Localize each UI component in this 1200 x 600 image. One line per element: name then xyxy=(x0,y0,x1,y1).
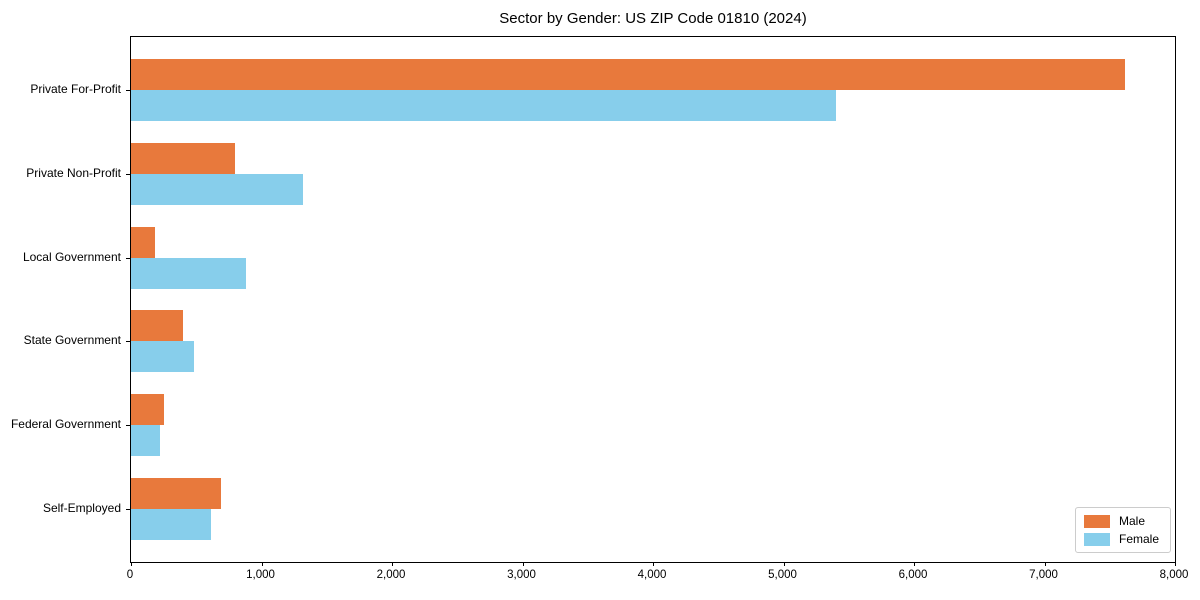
y-tick-federal-government xyxy=(126,425,130,427)
legend: Male Female xyxy=(1074,507,1171,553)
chart-title: Sector by Gender: US ZIP Code 01810 (202… xyxy=(499,10,807,27)
ytick-label-federal-government: Federal Government xyxy=(10,417,121,432)
legend-row-female: Female xyxy=(1083,532,1159,546)
bar-female-state-government xyxy=(131,341,194,373)
y-tick-state-government xyxy=(126,341,130,343)
xtick-label-5000: 5,000 xyxy=(768,569,797,581)
xtick-label-4000: 4,000 xyxy=(637,569,667,581)
x-tick-4000 xyxy=(653,562,654,566)
bar-male-state-government xyxy=(131,310,184,342)
x-tick-1000 xyxy=(261,562,263,566)
legend-swatch-male xyxy=(1083,514,1110,528)
bar-female-self-employed xyxy=(131,509,211,540)
xtick-label-3000: 3,000 xyxy=(507,569,536,581)
x-tick-8000 xyxy=(1175,562,1176,566)
xtick-label-1000: 1,000 xyxy=(246,569,275,581)
legend-label-female: Female xyxy=(1118,532,1159,546)
y-tick-private-non-profit xyxy=(126,173,130,175)
ytick-label-local-government: Local Government xyxy=(22,249,121,264)
xtick-label-0: 0 xyxy=(126,569,134,581)
bar-male-self-employed xyxy=(131,478,222,509)
xtick-label-6000: 6,000 xyxy=(898,569,928,581)
y-tick-private-for-profit xyxy=(126,90,130,91)
bar-male-private-for-profit xyxy=(131,59,1126,90)
ytick-label-self-employed: Self-Employed xyxy=(42,501,121,515)
bar-male-federal-government xyxy=(131,394,164,426)
x-tick-0 xyxy=(131,562,132,566)
plot-area: Male Female xyxy=(126,36,1176,566)
x-tick-2000 xyxy=(392,562,393,566)
xtick-label-7000: 7,000 xyxy=(1029,569,1058,581)
bar-male-private-non-profit xyxy=(131,142,236,174)
y-tick-local-government xyxy=(126,257,130,259)
legend-label-male: Male xyxy=(1118,514,1145,528)
bar-male-local-government xyxy=(131,226,156,258)
bar-female-federal-government xyxy=(131,425,161,457)
x-axis-labels: 0 1,000 2,000 3,000 4,000 5,000 6,000 7,000 8,00… xyxy=(126,569,1189,589)
legend-swatch-female xyxy=(1083,532,1110,546)
x-tick-7000 xyxy=(1044,562,1046,566)
ytick-label-private-non-profit: Private Non-Profit xyxy=(26,165,121,180)
ytick-label-private-for-profit: Private For-Profit xyxy=(30,82,121,96)
legend-row-male: Male xyxy=(1083,514,1159,528)
bar-female-local-government xyxy=(131,257,247,289)
x-tick-5000 xyxy=(783,562,785,566)
x-tick-3000 xyxy=(522,562,524,566)
bar-female-private-for-profit xyxy=(131,90,836,121)
xtick-label-2000: 2,000 xyxy=(376,569,406,581)
y-tick-self-employed xyxy=(126,509,130,510)
y-axis-labels: Private For-Profit Private Non-Profit Loca… xyxy=(0,36,130,563)
bar-female-private-non-profit xyxy=(131,173,304,205)
ytick-label-state-government: State Government xyxy=(23,333,121,348)
x-tick-6000 xyxy=(914,562,915,566)
xtick-label-8000: 8,000 xyxy=(1159,569,1189,581)
